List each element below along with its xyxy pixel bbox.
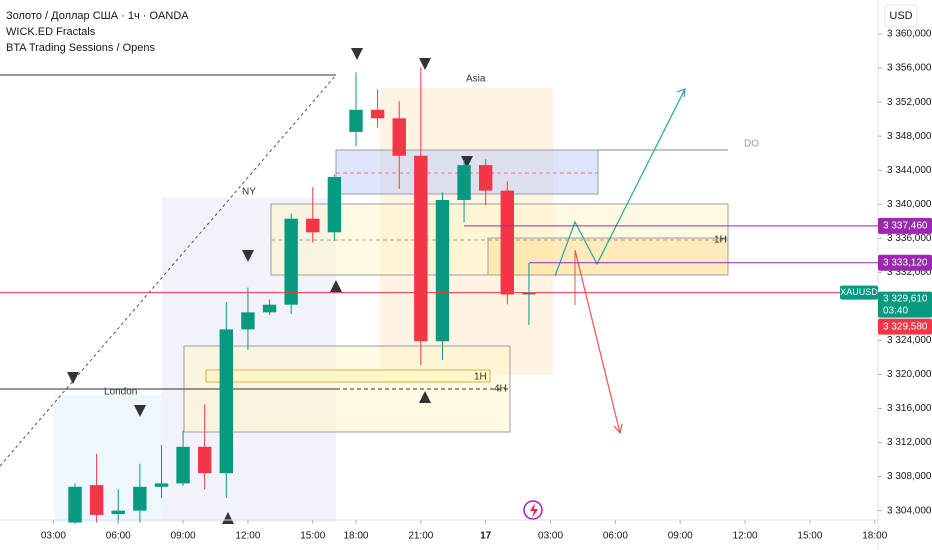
- candle-body: [414, 155, 428, 342]
- marks: [68, 67, 536, 525]
- zone-label: 4H: [494, 384, 507, 395]
- price-label-bg: [878, 254, 932, 271]
- x-tick-label: 09:00: [668, 531, 693, 542]
- candle-body: [349, 109, 363, 132]
- x-tick-label: 09:00: [171, 531, 196, 542]
- candle-body: [500, 190, 515, 295]
- candle-body: [522, 292, 536, 295]
- y-tick-label: 3 360,000: [887, 29, 932, 40]
- projection-down: [574, 249, 621, 434]
- session-label: Asia: [466, 74, 486, 85]
- x-tick-label: 18:00: [862, 531, 887, 542]
- y-tick-label: 3 312,000: [887, 437, 932, 448]
- candle-body: [284, 218, 298, 305]
- candle-body: [306, 218, 320, 233]
- arrowhead: [676, 88, 686, 98]
- x-tick-label: 12:00: [235, 531, 260, 542]
- x-tick-label: 21:00: [408, 531, 433, 542]
- zone-label: 1H: [474, 372, 487, 383]
- y-tick-label: 3 336,000: [887, 233, 932, 244]
- arrowhead: [613, 423, 623, 435]
- projection-up: [554, 88, 686, 277]
- do-label: DO: [744, 139, 759, 150]
- candle-body: [370, 109, 385, 119]
- fractal-up: [222, 512, 234, 524]
- y-tick-label: 3 340,000: [887, 199, 932, 210]
- y-tick-label: 3 308,000: [887, 471, 932, 482]
- candle-body: [197, 446, 212, 474]
- y-tick-label: 3 332,000: [887, 267, 932, 278]
- candle-body: [241, 312, 255, 330]
- x-tick-label: 18:00: [343, 531, 368, 542]
- symbol-label: XAUUSD: [840, 287, 878, 297]
- price-label-bg: [878, 318, 932, 335]
- fractal-down: [242, 250, 254, 262]
- symbol-label-bg: [840, 285, 878, 300]
- price-label: 3 329,610: [883, 293, 928, 304]
- candle-body: [457, 165, 471, 200]
- indicator: WICK.ED Fractals: [6, 26, 96, 38]
- session-label: NY: [242, 187, 256, 198]
- x-tick-label: 03:00: [41, 531, 66, 542]
- price-label-bg: [878, 217, 932, 234]
- price-label-bg: [878, 291, 932, 318]
- price-label: 3 333,120: [883, 257, 928, 268]
- x-tick-label: 06:00: [603, 531, 628, 542]
- candle-body: [435, 200, 450, 342]
- x-tick-label: 17: [480, 531, 492, 542]
- zone-label: 1H: [714, 235, 727, 246]
- fractal-down: [67, 372, 79, 384]
- x-tick-label: 15:00: [797, 531, 822, 542]
- currency-button[interactable]: [884, 4, 918, 28]
- candle-body: [176, 446, 190, 484]
- fractal-down: [134, 405, 146, 417]
- indicator: BTA Trading Sessions / Opens: [6, 42, 155, 54]
- x-tick-label: 03:00: [538, 531, 563, 542]
- y-tick-label: 3 324,000: [887, 335, 932, 346]
- event-icon[interactable]: [523, 500, 543, 520]
- y-tick-label: 3 348,000: [887, 131, 932, 142]
- y-tick-label: 3 320,000: [887, 369, 932, 380]
- overlays: Asia NY London DO 1H 1H 4H: [0, 48, 759, 524]
- y-tick-label: 3 344,000: [887, 165, 932, 176]
- candle-body: [392, 118, 406, 156]
- candle-body: [262, 304, 277, 313]
- zone-1h-lower: [205, 369, 491, 383]
- fractal-up: [330, 280, 342, 292]
- candle-body: [154, 483, 169, 487]
- countdown: 03:40: [883, 305, 908, 316]
- fractal-up: [419, 391, 431, 403]
- session-label: London: [104, 387, 137, 398]
- y-tick-label: 3 356,000: [887, 63, 932, 74]
- price-label: 3 329,580: [883, 321, 928, 332]
- diagonal: [0, 74, 337, 467]
- fractal-down: [461, 156, 473, 168]
- currency: USD: [889, 10, 912, 22]
- x-tick-label: 12:00: [733, 531, 758, 542]
- fractals: [67, 48, 473, 524]
- fractal-down: [419, 58, 431, 70]
- zone-orange: [487, 237, 729, 276]
- chart-title: Золото / Доллар США · 1ч · OANDA: [6, 10, 189, 22]
- candle-body: [219, 329, 234, 474]
- candle-body: [133, 486, 147, 511]
- x-tick-label: 15:00: [300, 531, 325, 542]
- candle-body: [111, 510, 125, 515]
- candle-body: [478, 165, 493, 191]
- event-icon: [530, 503, 538, 518]
- fractal-down: [351, 48, 363, 60]
- y-tick-label: 3 304,000: [887, 505, 932, 516]
- x-tick-label: 06:00: [106, 531, 131, 542]
- y-tick-label: 3 352,000: [887, 97, 932, 108]
- candle-body: [89, 485, 104, 515]
- candle-body: [68, 486, 82, 523]
- price-label: 3 337,460: [883, 221, 928, 232]
- candle-body: [327, 177, 342, 233]
- y-tick-label: 3 316,000: [887, 403, 932, 414]
